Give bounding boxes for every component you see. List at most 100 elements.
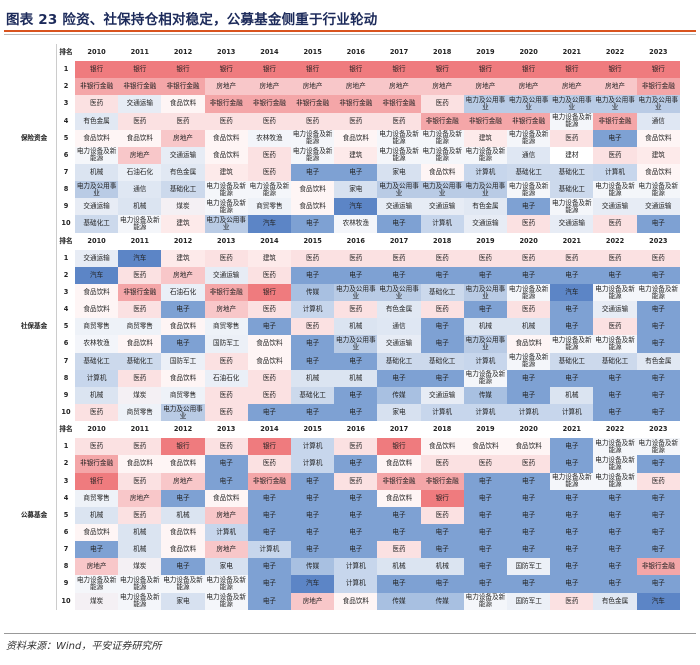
industry-cell: 房地产 [204,541,248,559]
industry-cell: 传媒 [291,558,335,576]
industry-cell: 电子 [636,523,680,542]
industry-cell: 电子 [291,506,335,524]
industry-cell: 电子 [291,215,335,233]
industry-cell: 电力及公用事业 [636,95,680,113]
year-header: 2023 [649,425,668,434]
year-header: 2015 [303,48,322,57]
industry-cell: 交通运输 [420,386,464,404]
industry-cell: 汽车 [291,575,335,593]
industry-cell: 电子 [593,403,637,422]
industry-cell: 电子 [161,335,205,353]
industry-cell: 银行 [377,438,421,456]
rank-row: 10 医药 商贸零售 电力及公用事业 医药 电子 电子 电子 家电 计算机 计算机 计算机 计算机 电子电… [12,403,680,422]
industry-cell: 房地产 [507,78,551,96]
rank-row: 9 机械 煤炭 商贸零售 医药 医药 基础化工 电子 传媒 交通运输 传媒 电子 机械 电子 电子 [12,386,680,404]
industry-cell: 电子 [161,489,205,507]
industry-cell: 电子 [377,266,421,284]
industry-cell: 电子 [636,301,680,319]
industry-cell: 非银行金融 [291,95,335,113]
rank-row: 8 计算机 医药 食品饮料 石油石化 医药 机械 机械 电子 电子 电力设备及新能源 电子 电子 电子 电子 [12,369,680,387]
industry-cell: 计算机 [247,541,292,559]
industry-cell: 食品饮料 [161,318,205,336]
industry-cell: 电子 [291,472,335,490]
industry-cell: 电力及公用事业 [463,95,508,113]
rank-number: 6 [63,150,69,159]
rank-row: 8 电力及公用事业 通信 基础化工 电力设备及新能源 电力设备及新能源 食品饮料 家电 电力及公… [12,181,680,199]
industry-cell: 房地产 [204,301,248,319]
year-header: 2022 [605,425,625,434]
industry-cell: 医药 [420,249,464,267]
year-header: 2013 [217,425,236,434]
year-header: 2019 [476,425,495,434]
rank-number: 3 [63,99,69,108]
industry-cell: 汽车 [550,283,594,302]
year-header: 2015 [303,236,322,245]
industry-cell: 商贸零售 [118,318,162,336]
industry-cell: 计算机 [420,403,464,422]
industry-cell: 电子 [636,489,680,507]
industry-cell: 通信 [507,146,551,164]
year-header: 2010 [87,236,106,245]
industry-cell: 电力设备及新能源 [463,146,508,164]
industry-cell: 医药 [334,472,378,490]
industry-cell: 食品饮料 [75,283,119,302]
industry-cell: 农林牧渔 [247,129,292,147]
industry-cell: 电子 [636,386,680,404]
year-header: 2011 [130,48,149,57]
industry-cell: 商贸零售 [75,318,119,336]
industry-cell: 电子 [636,369,680,387]
year-header: 2020 [519,425,538,434]
industry-cell: 医药 [118,369,162,387]
industry-cell: 电子 [550,301,594,319]
industry-cell: 电力及公用事业 [593,95,637,113]
industry-cell: 房地产 [204,78,248,96]
industry-cell: 电子 [247,318,292,336]
industry-cell: 银行 [75,61,119,79]
industry-cell: 电子 [636,266,680,284]
industry-cell: 电力设备及新能源 [377,129,421,147]
industry-cell: 医药 [247,455,292,473]
industry-cell: 电子 [593,541,637,559]
industry-cell: 交通运输 [463,215,508,233]
industry-cell: 电子 [593,266,637,284]
industry-cell: 银行 [463,61,508,79]
industry-cell: 电力设备及新能源 [204,575,248,593]
industry-cell: 家电 [204,558,248,576]
industry-cell: 机械 [75,506,119,524]
industry-cell: 电力设备及新能源 [204,181,248,199]
industry-cell: 电力设备及新能源 [118,575,162,593]
year-header: 2012 [173,236,193,245]
industry-cell: 电子 [550,558,594,576]
industry-cell: 建筑 [636,146,680,164]
figure-title: 图表 23 险资、社保持仓相对稳定，公募基金侧重于行业轮动 [6,12,378,28]
industry-cell: 汽车 [75,266,119,284]
industry-cell: 电子 [636,335,680,353]
industry-cell: 建筑 [334,146,378,164]
industry-cell: 医药 [636,249,680,267]
industry-cell: 电子 [636,215,680,233]
industry-cell: 医药 [247,163,292,182]
industry-cell: 计算机 [334,558,378,576]
industry-cell: 房地产 [161,129,205,147]
industry-cell: 房地产 [420,78,464,96]
industry-cell: 基础化工 [550,181,594,199]
industry-cell: 医药 [550,129,594,147]
industry-cell: 煤炭 [75,592,119,610]
industry-cell: 电子 [550,455,594,473]
industry-cell: 通信 [377,318,421,336]
industry-cell: 交通运输 [636,198,680,216]
industry-cell: 计算机 [75,369,119,387]
year-header-row: 保险资金 排名 2010 2011 2012 2013 2014 2015 2016 2017 20… [12,44,680,233]
industry-cell: 电子 [377,369,421,387]
industry-cell: 电子 [247,403,292,422]
industry-cell: 食品饮料 [636,163,680,182]
industry-cell: 电子 [377,523,421,542]
industry-cell: 非银行金融 [636,558,680,576]
rank-row: 3 银行 医药 房地产 电子 非银行金融 电子 医药 非银行金融 非银行金融 电子 电子 电力设备及新能… [12,472,680,490]
industry-cell: 交通运输 [420,198,464,216]
industry-cell: 医药 [118,438,162,456]
industry-cell: 石油石化 [161,283,205,302]
year-header: 2014 [260,425,279,434]
industry-cell: 医药 [118,112,162,130]
industry-cell: 电子 [463,301,508,319]
